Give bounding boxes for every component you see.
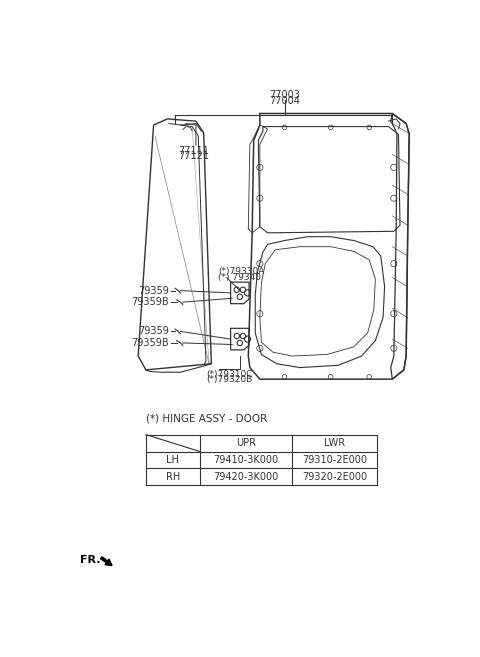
Text: (*) HINGE ASSY - DOOR: (*) HINGE ASSY - DOOR: [146, 414, 267, 424]
FancyArrow shape: [101, 557, 112, 566]
Text: (*) 79340: (*) 79340: [218, 273, 261, 282]
Text: 79410-3K000: 79410-3K000: [214, 455, 278, 465]
Text: 79420-3K000: 79420-3K000: [214, 472, 278, 482]
Text: (*)79330A: (*)79330A: [218, 267, 264, 277]
Text: 79310-2E000: 79310-2E000: [302, 455, 367, 465]
Text: 79320-2E000: 79320-2E000: [302, 472, 367, 482]
Text: LWR: LWR: [324, 438, 345, 448]
Text: 77003: 77003: [269, 91, 300, 101]
Text: 77111: 77111: [178, 146, 209, 156]
Text: 77121: 77121: [178, 151, 209, 161]
Text: 79359B: 79359B: [132, 297, 169, 307]
Text: (*)79320B: (*)79320B: [206, 375, 252, 384]
Text: (*)79310C: (*)79310C: [206, 370, 252, 379]
Text: 79359: 79359: [138, 286, 169, 296]
Text: UPR: UPR: [236, 438, 256, 448]
Text: FR.: FR.: [81, 555, 101, 565]
Text: RH: RH: [166, 472, 180, 482]
Text: 79359: 79359: [138, 327, 169, 336]
Text: 77004: 77004: [269, 96, 300, 106]
Text: 79359B: 79359B: [132, 338, 169, 348]
Text: LH: LH: [167, 455, 180, 465]
